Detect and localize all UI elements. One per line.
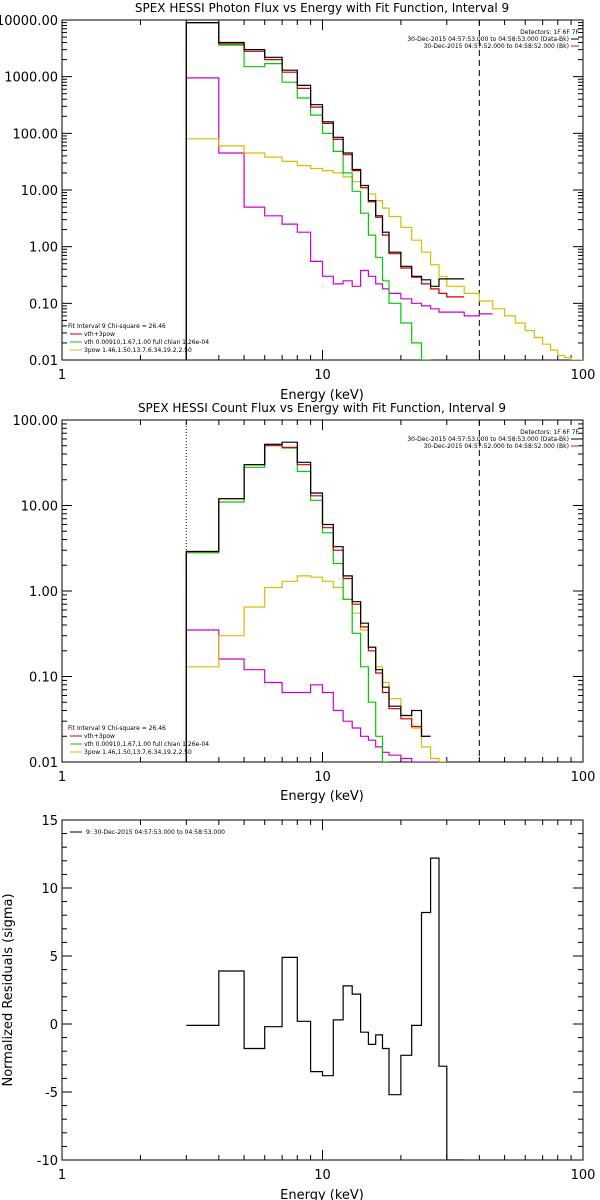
- residuals-xlabel: Energy (keV): [280, 1188, 364, 1200]
- count-flux-plot-area: 1 10 100 0.01 0.10 1.00 10.00 100.00 Detectors: …: [13, 414, 596, 785]
- x-tick-label: 10: [314, 770, 331, 785]
- series-line-vth-3pow: [185, 22, 465, 360]
- x-tick-label: 10: [314, 368, 331, 383]
- x-tick-label: 1: [58, 368, 66, 383]
- y-tick-label: 1.00: [29, 241, 58, 256]
- count-flux-title: SPEX HESSI Count Flux vs Energy with Fit…: [138, 401, 506, 415]
- legend-entry: 30-Dec-2015 04:57:53.000 to 04:58:53.000…: [407, 436, 569, 443]
- y-tick-label: 0.10: [29, 671, 58, 686]
- y-tick-label: 100.00: [13, 414, 59, 429]
- axes-frame: [61, 819, 584, 1161]
- y-tick-label: 10: [41, 882, 58, 897]
- y-tick-label: 100.00: [13, 127, 59, 142]
- axes-frame: [61, 419, 584, 763]
- x-tick-label: 100: [571, 368, 596, 383]
- legend-entry: vth+3pow: [84, 733, 115, 740]
- series-line-vth: [185, 22, 431, 360]
- legend-entry: 30-Dec-2015 04:57:52.000 to 04:58:52.000…: [424, 43, 569, 50]
- series-line-bk: [185, 629, 439, 762]
- y-tick-label: -10: [37, 1154, 58, 1169]
- y-tick-label: 0.01: [29, 756, 58, 771]
- series-line-data-bk: [185, 22, 465, 360]
- y-tick-label: -5: [45, 1086, 58, 1101]
- legend-entry: Detectors: 1F 6F 7F: [520, 29, 579, 36]
- series-line-3pow: [185, 575, 447, 762]
- y-tick-label: 0.10: [29, 297, 58, 312]
- y-tick-label: 1000.00: [4, 71, 58, 86]
- series-line-3pow: [185, 138, 583, 360]
- y-tick-label: 5: [50, 950, 58, 965]
- x-tick-label: 1: [58, 1168, 66, 1183]
- y-tick-label: 10000.00: [0, 14, 58, 29]
- series-line-bk: [185, 77, 493, 360]
- legend-entry: Fit Interval 9 Chi-square = 26.46: [68, 725, 166, 732]
- y-tick-label: 0.01: [29, 354, 58, 369]
- y-tick-label: 10.00: [21, 500, 58, 515]
- legend-entry: vth 0.00910,1.67,1.00 full chian 1.26e-0…: [84, 741, 209, 748]
- y-tick-label: 0: [50, 1018, 58, 1033]
- residuals-panel: 1 10 100 -10 -5 0 5 10 15 9: 30-Dec-2015 04:57:53…: [1, 814, 595, 1200]
- y-tick-label: 1.00: [29, 585, 58, 600]
- legend-entry: vth 0.00910,1.67,1.00 full chian 1.26e-0…: [84, 339, 209, 346]
- photon-flux-panel: SPEX HESSI Photon Flux vs Energy with Fi…: [0, 1, 595, 403]
- residuals-ylabel: Normalized Residuals (sigma): [1, 893, 16, 1086]
- series-group: [186, 857, 465, 1160]
- x-tick-label: 100: [571, 1168, 596, 1183]
- legend-entry: vth+3pow: [84, 331, 115, 338]
- legend-entry: Fit Interval 9 Chi-square = 26.46: [68, 323, 166, 330]
- x-tick-label: 10: [314, 1168, 331, 1183]
- series-line-data-bk: [185, 441, 431, 762]
- legend-entry: 30-Dec-2015 04:57:52.000 to 04:58:52.000…: [424, 443, 569, 450]
- photon-flux-title: SPEX HESSI Photon Flux vs Energy with Fi…: [135, 1, 509, 15]
- legend-entry: 9: 30-Dec-2015 04:57:53.000 to 04:58:53.…: [86, 829, 225, 836]
- legend-entry: 3pow 1.46,1.50,13.7,6.34,19.2,2.50: [84, 347, 192, 354]
- series-group: [185, 22, 583, 360]
- series-group: [185, 441, 447, 762]
- photon-flux-plot-area: 1 10 100 0.01 0.10 1.00 10.00 100.00 1000.00 1000…: [0, 14, 595, 383]
- photon-flux-xlabel: Energy (keV): [280, 388, 364, 403]
- series-line-vth-3pow: [185, 445, 431, 762]
- legend-entry: Detectors: 1F 6F 7F: [520, 429, 579, 436]
- count-flux-xlabel: Energy (keV): [280, 789, 364, 804]
- series-line-9-30-dec-2015-04-57-53-000-to-04-58-53-000: [186, 857, 465, 1160]
- y-tick-label: 10.00: [21, 184, 58, 199]
- residuals-plot-area: 1 10 100 -10 -5 0 5 10 15 9: 30-Dec-2015 04:57:53…: [37, 814, 596, 1183]
- legend-entry: 3pow 1.46,1.50,13.7,6.34,19.2,2.50: [84, 749, 192, 756]
- legend-entry: 30-Dec-2015 04:57:53.000 to 04:58:53.000…: [407, 36, 569, 43]
- count-flux-panel: SPEX HESSI Count Flux vs Energy with Fit…: [13, 401, 596, 804]
- x-tick-label: 1: [58, 770, 66, 785]
- series-line-vth: [185, 443, 389, 762]
- y-tick-label: 15: [41, 814, 58, 829]
- x-tick-label: 100: [571, 770, 596, 785]
